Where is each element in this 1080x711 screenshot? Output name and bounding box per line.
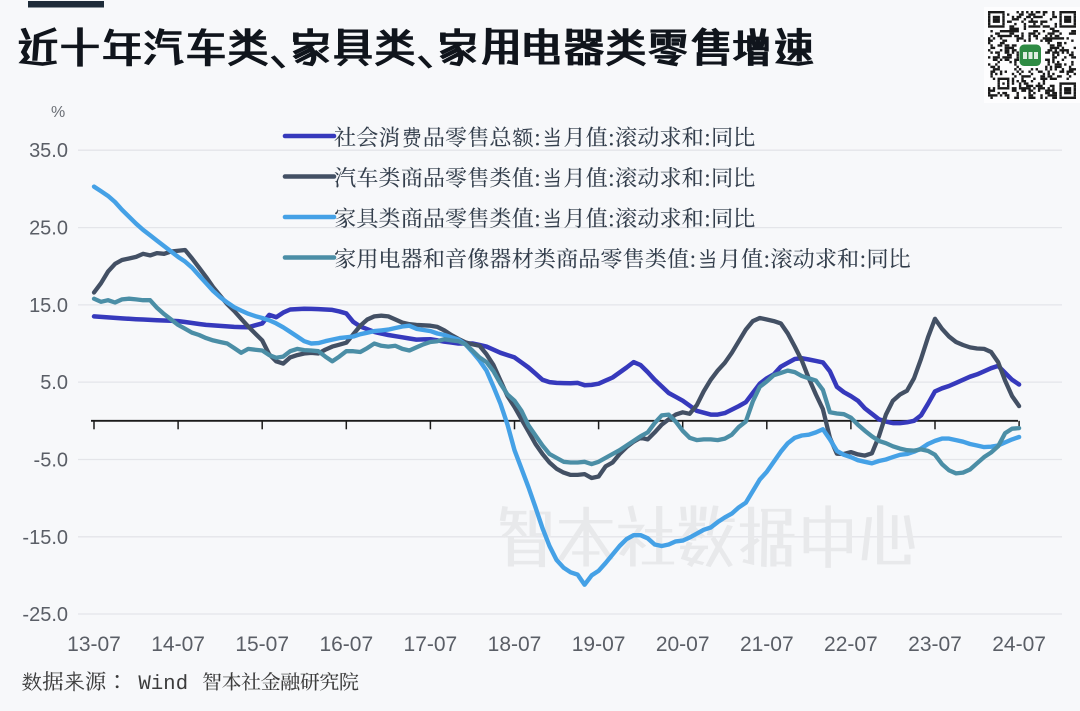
svg-text:18-07: 18-07 (488, 633, 542, 656)
svg-text:-25.0: -25.0 (22, 604, 68, 626)
svg-text:23-07: 23-07 (908, 633, 962, 656)
svg-text:22-07: 22-07 (824, 633, 878, 656)
svg-text:20-07: 20-07 (656, 633, 710, 656)
svg-text:35.0: 35.0 (29, 140, 68, 162)
svg-text:13-07: 13-07 (67, 633, 121, 656)
svg-text:%: % (51, 104, 65, 121)
svg-text:-5.0: -5.0 (34, 450, 68, 472)
svg-text:25.0: 25.0 (29, 218, 68, 240)
svg-text:21-07: 21-07 (740, 633, 794, 656)
svg-text:5.0: 5.0 (40, 372, 68, 394)
svg-text:-15.0: -15.0 (22, 527, 68, 549)
svg-text:14-07: 14-07 (151, 633, 205, 656)
svg-text:19-07: 19-07 (572, 633, 626, 656)
svg-text:24-07: 24-07 (992, 633, 1046, 656)
svg-text:17-07: 17-07 (404, 633, 458, 656)
svg-text:15.0: 15.0 (29, 295, 68, 317)
svg-text:16-07: 16-07 (319, 633, 373, 656)
svg-text:15-07: 15-07 (235, 633, 289, 656)
